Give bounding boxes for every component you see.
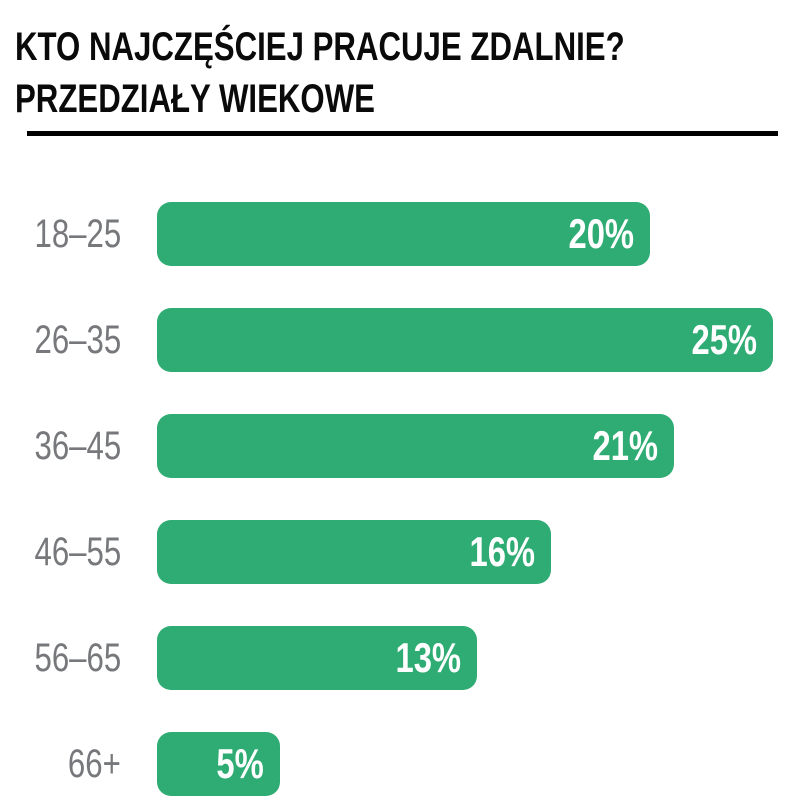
chart-title-line1: KTO NAJCZĘŚCIEJ PRACUJE ZDALNIE? xyxy=(15,25,625,69)
value-label: 25% xyxy=(691,316,757,363)
value-label: 21% xyxy=(592,422,659,469)
chart-row: 66+ 5% xyxy=(0,732,801,796)
bar: 20% xyxy=(157,202,650,266)
category-label: 36–45 xyxy=(34,423,121,468)
bar: 21% xyxy=(157,414,675,478)
chart-row: 26–35 25% xyxy=(0,308,801,372)
bar-track: 5% xyxy=(157,732,773,796)
bar: 13% xyxy=(157,626,478,690)
category-label: 56–65 xyxy=(34,635,121,680)
chart-title-line2: PRZEDZIAŁY WIEKOWE xyxy=(15,77,375,121)
bar-track: 16% xyxy=(157,520,773,584)
value-label: 16% xyxy=(469,528,536,575)
bar: 5% xyxy=(157,732,281,796)
chart-header: KTO NAJCZĘŚCIEJ PRACUJE ZDALNIE? PRZEDZI… xyxy=(0,0,801,136)
chart-row: 36–45 21% xyxy=(0,414,801,478)
value-label: 5% xyxy=(216,740,265,787)
category-label: 18–25 xyxy=(34,211,121,256)
bar: 16% xyxy=(157,520,552,584)
title-divider xyxy=(27,131,778,136)
value-label: 13% xyxy=(395,634,462,681)
bar-track: 25% xyxy=(157,308,773,372)
chart-row: 46–55 16% xyxy=(0,520,801,584)
bar-chart: 18–25 20% 26–35 25% 36–45 21% 46–55 16% 56–65 13%… xyxy=(0,202,801,796)
chart-row: 18–25 20% xyxy=(0,202,801,266)
bar-track: 13% xyxy=(157,626,773,690)
bar: 25% xyxy=(157,308,773,372)
category-label: 46–55 xyxy=(34,529,121,574)
category-label: 26–35 xyxy=(34,317,121,362)
category-label: 66+ xyxy=(68,741,121,786)
value-label: 20% xyxy=(568,210,634,257)
bar-track: 20% xyxy=(157,202,773,266)
bar-track: 21% xyxy=(157,414,773,478)
chart-row: 56–65 13% xyxy=(0,626,801,690)
